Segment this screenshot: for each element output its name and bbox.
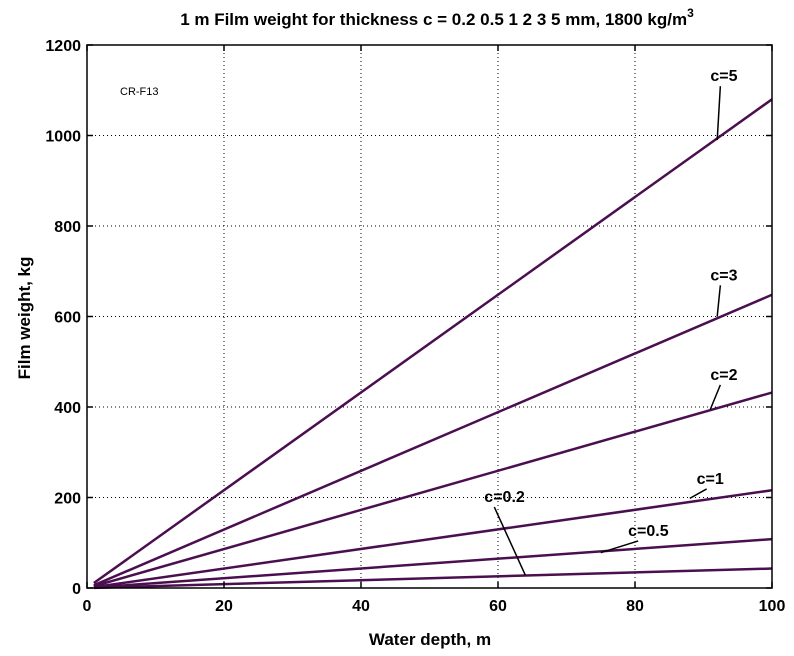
series-line (93, 293, 773, 587)
x-tick-label: 80 (626, 598, 644, 615)
series-line (93, 567, 773, 590)
series-labels: c=5 c=3 c=2 c=1 c=0.5 c=0.2 (484, 68, 738, 576)
y-tick-label: 1000 (45, 129, 81, 146)
series-group (93, 98, 773, 590)
x-tick-label: 20 (215, 598, 233, 615)
grid (87, 45, 772, 588)
series-label: c=3 (710, 267, 737, 284)
series-label: c=5 (710, 68, 737, 85)
y-axis-label: Film weight, kg (15, 257, 34, 380)
chart-title: 1 m Film weight for thickness c = 0.2 0.… (180, 6, 694, 29)
series-label-leader (600, 540, 639, 554)
series-label-leader (709, 384, 722, 410)
series-label: c=1 (697, 471, 724, 488)
series-label: c=0.5 (628, 523, 669, 540)
chart-annotation: CR-F13 (120, 86, 159, 98)
x-tick-label: 0 (83, 598, 92, 615)
x-tick-label: 60 (489, 598, 507, 615)
series-line (93, 98, 773, 585)
series-line (93, 537, 773, 589)
y-tick-label: 200 (54, 491, 81, 508)
series-label: c=2 (710, 367, 737, 384)
x-tick-label: 40 (352, 598, 370, 615)
series-label-leader (493, 506, 527, 576)
x-tick-label: 100 (759, 598, 786, 615)
x-axis-label: Water depth, m (369, 630, 491, 649)
series-line (93, 489, 773, 589)
series-label: c=0.2 (484, 489, 525, 506)
series-line (93, 391, 773, 588)
series-label-leader (716, 285, 722, 317)
y-tick-label: 600 (54, 310, 81, 327)
y-tick-label: 1200 (45, 38, 81, 55)
series-label-leader (716, 86, 722, 141)
y-tick-label: 0 (72, 581, 81, 598)
series-label-leader (689, 488, 708, 500)
y-tick-label: 400 (54, 400, 81, 417)
y-tick-label: 800 (54, 219, 81, 236)
plot-frame (86, 44, 773, 589)
